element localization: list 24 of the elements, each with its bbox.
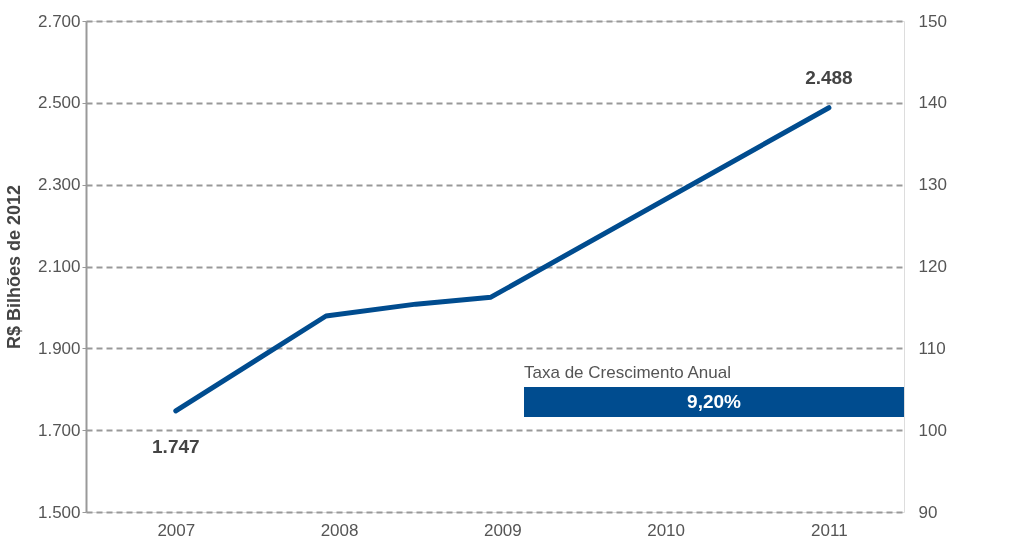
y2-tick-label: 130 [918, 175, 947, 195]
y2-tick-label: 110 [918, 338, 946, 358]
x-tick-label: 2008 [320, 520, 359, 540]
y2-tick-label: 150 [918, 11, 947, 31]
y-tick-label: 1.500 [37, 502, 81, 522]
y-tick-label: 2.100 [37, 257, 81, 276]
data-label: 1.747 [152, 435, 200, 457]
y2-tick-label: 120 [918, 257, 947, 276]
y-tick-label: 2.700 [37, 11, 81, 31]
y-tick-label: 1.700 [37, 420, 81, 440]
y-axis-title: R$ Bilhões de 2012 [3, 184, 24, 350]
y-tick-label: 2.500 [37, 93, 81, 113]
y-tick-label: 2.300 [37, 175, 81, 195]
data-label: 2.488 [805, 66, 853, 88]
annotation: Taxa de Crescimento Anual [524, 363, 731, 382]
x-tick-label: 2011 [811, 520, 848, 540]
y-tick-label: 1.900 [37, 338, 81, 358]
x-tick-label: 2010 [647, 520, 686, 540]
x-tick-label: 2007 [157, 520, 196, 540]
y2-tick-label: 140 [918, 93, 947, 113]
y2-tick-label: 100 [918, 420, 947, 440]
annotation: 9,20% [687, 391, 742, 412]
y2-tick-label: 90 [918, 502, 938, 522]
x-tick-label: 2009 [483, 520, 522, 540]
